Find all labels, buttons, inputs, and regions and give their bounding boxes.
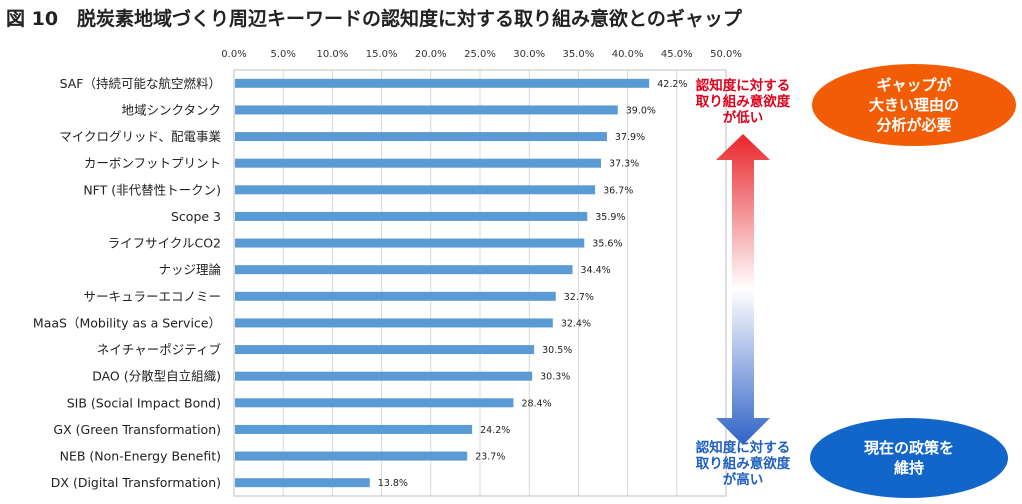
data-label: 37.3%: [609, 159, 639, 170]
data-label: 36.7%: [603, 185, 633, 196]
annotation-low-line-1: 認知度に対する: [695, 78, 791, 94]
category-label: サーキュラーエコノミー: [83, 289, 221, 304]
data-label: 35.9%: [595, 212, 625, 223]
bar: [235, 78, 650, 88]
x-tick-label: 45.0%: [661, 49, 693, 60]
data-label: 24.2%: [480, 425, 510, 436]
bar: [235, 265, 573, 275]
maintain-policy-oval: 現在の政策を 維持: [810, 418, 1008, 498]
gap-oval-line-2: 大きい理由の: [868, 96, 959, 114]
category-label: NFT (非代替性トークン): [83, 182, 221, 197]
category-label: カーボンフットプリント: [84, 156, 221, 171]
category-label: DAO (分散型自立組織): [92, 369, 221, 384]
category-label: ライフサイクルCO2: [108, 236, 221, 251]
x-tick-label: 30.0%: [513, 49, 545, 60]
data-label: 34.4%: [580, 265, 610, 276]
x-tick-labels: 0.0% 5.0% 10.0% 15.0% 20.0% 25.0% 30.0% 35.0% 40…: [221, 49, 742, 60]
annotation-low-line-2: 取り組み意欲度: [695, 94, 791, 110]
bar: [235, 318, 553, 328]
bar: [235, 424, 473, 434]
gradient-arrow: [716, 134, 770, 445]
bar: [235, 478, 370, 488]
category-label: ナッジ理論: [158, 262, 221, 277]
bar: [235, 371, 533, 381]
data-label: 37.9%: [615, 132, 645, 143]
data-label: 23.7%: [475, 452, 505, 463]
gap-oval-line-3: 分析が必要: [876, 116, 952, 134]
bar: [235, 158, 602, 168]
data-label: 30.3%: [540, 372, 570, 383]
bars: [235, 78, 650, 488]
bar: [235, 132, 607, 142]
data-label: 30.5%: [542, 345, 572, 356]
gap-oval-line-1: ギャップが: [876, 76, 952, 94]
annotation-low-line-3: が低い: [722, 110, 764, 126]
data-label: 28.4%: [521, 398, 551, 409]
bar: [235, 345, 535, 355]
bar: [235, 211, 588, 221]
annotation-low-motivation: 認知度に対する 取り組み意欲度 が低い: [690, 78, 796, 126]
data-label: 32.4%: [561, 318, 591, 329]
category-label: MaaS（Mobility as a Service）: [33, 315, 221, 330]
annotation-high-line-2: 取り組み意欲度: [695, 456, 791, 472]
category-label: GX (Green Transformation): [53, 422, 221, 437]
bar: [235, 238, 585, 248]
data-label: 32.7%: [564, 292, 594, 303]
category-label: マイクログリッド、配電事業: [59, 129, 221, 144]
category-label: 地域シンクタンク: [121, 102, 221, 117]
bar: [235, 451, 468, 461]
x-tick-label: 40.0%: [612, 49, 644, 60]
x-tick-label: 10.0%: [317, 49, 349, 60]
data-label: 13.8%: [378, 478, 408, 489]
policy-oval-line-2: 維持: [893, 459, 924, 477]
gap-analysis-oval: ギャップが 大きい理由の 分析が必要: [812, 64, 1016, 146]
x-tick-label: 25.0%: [464, 49, 496, 60]
x-tick-label: 15.0%: [366, 49, 398, 60]
x-tick-label: 20.0%: [415, 49, 447, 60]
category-label: Scope 3: [171, 209, 221, 224]
bar: [235, 185, 596, 195]
data-label: 35.6%: [592, 239, 622, 250]
plot-area: [233, 69, 727, 497]
bar: [235, 291, 556, 301]
category-labels: SAF（持続可能な航空燃料） 地域シンクタンクマイクログリッド、配電事業カーボンフ…: [33, 76, 222, 490]
category-label: SIB (Social Impact Bond): [67, 395, 221, 410]
annotation-high-motivation: 認知度に対する 取り組み意欲度 が高い: [690, 440, 796, 488]
category-label: DX (Digital Transformation): [51, 475, 221, 490]
annotation-high-line-3: が高い: [722, 472, 764, 488]
category-label: NEB (Non-Energy Benefit): [60, 449, 221, 464]
bar: [235, 398, 514, 408]
category-label: ネイチャーポジティブ: [97, 342, 222, 357]
plot-border: [233, 69, 727, 497]
bar: [235, 105, 618, 115]
data-labels: 42.2% 39.0% 37.9% 37.3% 36.7% 35.9% 35.6% 34.4%…: [378, 79, 688, 489]
policy-oval-line-1: 現在の政策を: [863, 439, 954, 457]
double-arrow-icon: [716, 134, 770, 445]
x-tick-label: 0.0%: [221, 49, 246, 60]
x-tick-label: 35.0%: [563, 49, 595, 60]
chart-title: 図 10 脱炭素地域づくり周辺キーワードの認知度に対する取り組み意欲とのギャップ: [6, 8, 742, 30]
data-label: 39.0%: [626, 105, 656, 116]
x-tick-label: 5.0%: [270, 49, 295, 60]
data-label: 42.2%: [657, 79, 687, 90]
annotation-high-line-1: 認知度に対する: [695, 440, 791, 456]
category-label: SAF（持続可能な航空燃料）: [60, 76, 221, 91]
x-tick-label: 50.0%: [710, 49, 742, 60]
